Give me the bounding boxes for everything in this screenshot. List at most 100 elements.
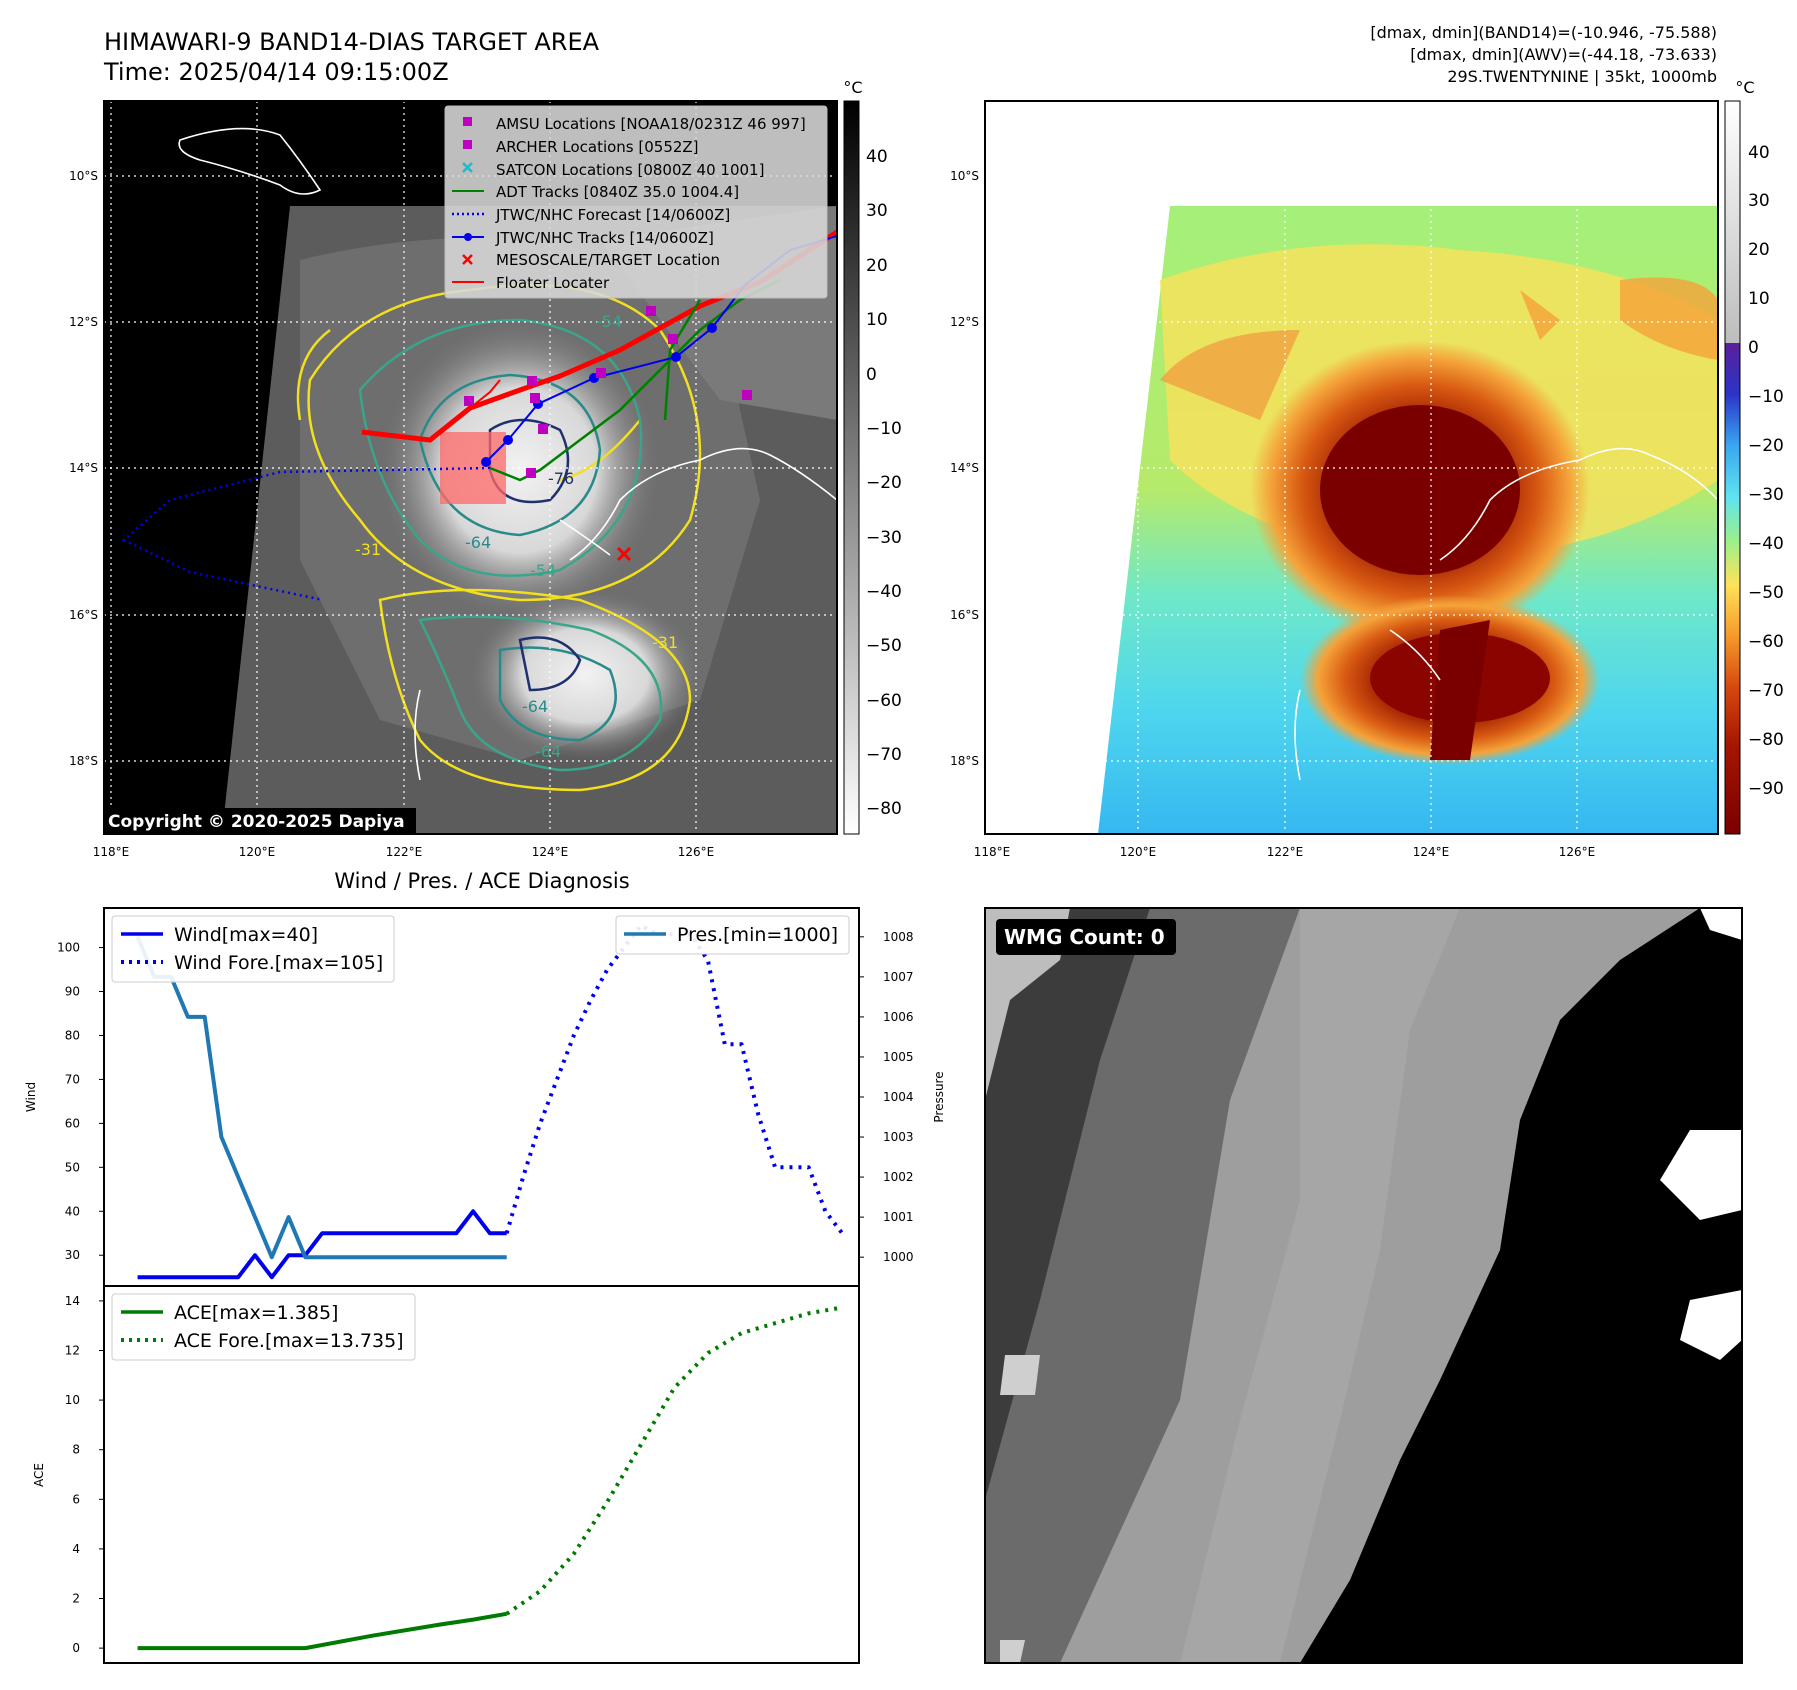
awv-colorbar: °C 40 30 20 10 0 −10 −20 −30 −40 −50 −60…: [1724, 78, 1784, 835]
storm-info: 29S.TWENTYNINE | 35kt, 1000mb: [1447, 67, 1717, 86]
wind-tick-label: 50: [65, 1160, 80, 1174]
awv-stats: [dmax, dmin](AWV)=(-44.18, -73.633): [1410, 45, 1717, 64]
pressure-ticks: 1000 1001 1002 1003 1004 1005 1006 1007 1008: [859, 930, 914, 1264]
legend-wind: Wind[max=40]: [174, 924, 318, 946]
svg-text:−10: −10: [866, 419, 902, 439]
wind-tick-label: 30: [65, 1248, 80, 1262]
svg-text:-64: -64: [465, 533, 491, 552]
floater-box: [440, 432, 506, 504]
ace-forecast-series-line: [505, 1305, 843, 1616]
pressure-tick-label: 1001: [883, 1210, 914, 1224]
svg-text:−40: −40: [866, 582, 902, 602]
svg-text:20: 20: [1748, 240, 1770, 260]
wind-tick-label: 70: [65, 1072, 80, 1086]
svg-text:14°S: 14°S: [950, 461, 979, 475]
svg-text:18°S: 18°S: [69, 754, 98, 768]
svg-text:−20: −20: [866, 473, 902, 493]
svg-text:40: 40: [1748, 143, 1770, 163]
wind-tick-label: 40: [65, 1204, 80, 1218]
copyright-text: Copyright © 2020-2025 Dapiya: [108, 812, 405, 832]
svg-text:−80: −80: [866, 799, 902, 819]
jtwc-forecast-track: [121, 466, 491, 602]
page-title: HIMAWARI-9 BAND14-DIAS TARGET AREA: [104, 28, 600, 56]
ace-tick-label: 10: [65, 1393, 80, 1407]
svg-text:-54: -54: [530, 561, 556, 580]
svg-text:12°S: 12°S: [950, 315, 979, 329]
wmg-count-box: [996, 919, 1176, 955]
pressure-series-line: [135, 936, 507, 1260]
svg-text:10°S: 10°S: [950, 169, 979, 183]
svg-text:−90: −90: [1748, 779, 1784, 799]
svg-text:118°E: 118°E: [974, 845, 1011, 859]
svg-text:°C: °C: [1735, 78, 1754, 97]
svg-text:−50: −50: [1748, 583, 1784, 603]
coastline-north: [178, 127, 322, 195]
svg-text:10: 10: [1748, 289, 1770, 309]
svg-text:−60: −60: [866, 691, 902, 711]
svg-text:−40: −40: [1748, 534, 1784, 554]
ace-tick-label: 0: [72, 1641, 80, 1655]
ace-tick-label: 14: [65, 1294, 80, 1308]
svg-text:126°E: 126°E: [1559, 845, 1596, 859]
legend-jtwc-tracks: JTWC/NHC Tracks [14/0600Z]: [495, 229, 714, 247]
svg-text:122°E: 122°E: [1267, 845, 1304, 859]
pressure-axis-label: Pressure: [932, 1071, 946, 1122]
legend-floater: Floater Locater: [496, 274, 610, 292]
legend-pressure: Pres.[min=1000]: [677, 924, 838, 946]
diagnosis-title: Wind / Pres. / ACE Diagnosis: [334, 869, 629, 893]
svg-text:°C: °C: [843, 78, 862, 97]
legend-amsu: AMSU Locations [NOAA18/0231Z 46 997]: [496, 115, 806, 133]
ir-map-panel: -31 -54 -64 -76 -54 -64 -31 -64 Copyrigh…: [69, 100, 838, 859]
svg-text:122°E: 122°E: [386, 845, 423, 859]
mesoscale-target-marker: [616, 546, 632, 562]
copyright-box: [104, 808, 416, 834]
wind-tick-label: 80: [65, 1028, 80, 1042]
svg-text:12°S: 12°S: [69, 315, 98, 329]
svg-text:−80: −80: [1748, 730, 1784, 750]
svg-text:0: 0: [1748, 338, 1759, 358]
svg-text:−50: −50: [866, 636, 902, 656]
pressure-tick-label: 1002: [883, 1170, 914, 1184]
ace-tick-label: 6: [72, 1492, 80, 1506]
gray-colorbar: °C 40 30 20 10 0 −10 −20 −30 −40 −50 −60…: [843, 78, 902, 835]
wmg-count-label: WMG Count: 0: [1004, 925, 1165, 949]
wind-legend: Wind[max=40] Wind Fore.[max=105]: [111, 915, 395, 983]
legend-mesoscale: MESOSCALE/TARGET Location: [496, 251, 720, 269]
ace-tick-label: 8: [72, 1443, 80, 1457]
wind-tick-label: 60: [65, 1116, 80, 1130]
pressure-tick-label: 1005: [883, 1050, 914, 1064]
svg-text:-64: -64: [522, 697, 548, 716]
svg-text:126°E: 126°E: [678, 845, 715, 859]
wind-axis-label: Wind: [24, 1082, 38, 1112]
ace-axis-label: ACE: [32, 1463, 46, 1487]
coastline-australia: [569, 447, 837, 561]
ace-chart: 0 2 4 6 8 10 12 14 ACE ACE[max=1.385] ACE Fore.…: [32, 1285, 860, 1664]
awv-gridlines: [985, 101, 1718, 834]
svg-text:0: 0: [866, 365, 877, 385]
svg-text:30: 30: [1748, 191, 1770, 211]
wind-tick-label: 100: [57, 941, 80, 955]
ir-map-ticks: 10°S 12°S 14°S 16°S 18°S 118°E 120°E 122…: [69, 169, 714, 859]
legend-jtwc-forecast: JTWC/NHC Forecast [14/0600Z]: [495, 206, 730, 224]
amsu-markers: [464, 306, 752, 478]
wind-series-line: [137, 1209, 507, 1280]
svg-text:16°S: 16°S: [950, 608, 979, 622]
map-legend: AMSU Locations [NOAA18/0231Z 46 997] ARC…: [444, 105, 828, 299]
svg-text:-54: -54: [596, 312, 622, 331]
pressure-tick-label: 1003: [883, 1130, 914, 1144]
observation-time: Time: 2025/04/14 09:15:00Z: [103, 58, 449, 86]
svg-text:18°S: 18°S: [950, 754, 979, 768]
svg-text:30: 30: [866, 201, 888, 221]
svg-text:−10: −10: [1748, 387, 1784, 407]
svg-text:−60: −60: [1748, 632, 1784, 652]
pressure-tick-label: 1000: [883, 1250, 914, 1264]
ace-tick-label: 12: [65, 1343, 80, 1357]
svg-text:16°S: 16°S: [69, 608, 98, 622]
svg-text:-64: -64: [535, 742, 561, 761]
svg-text:10°S: 10°S: [69, 169, 98, 183]
legend-ace: ACE[max=1.385]: [174, 1302, 338, 1324]
svg-text:14°S: 14°S: [69, 461, 98, 475]
svg-text:124°E: 124°E: [1413, 845, 1450, 859]
